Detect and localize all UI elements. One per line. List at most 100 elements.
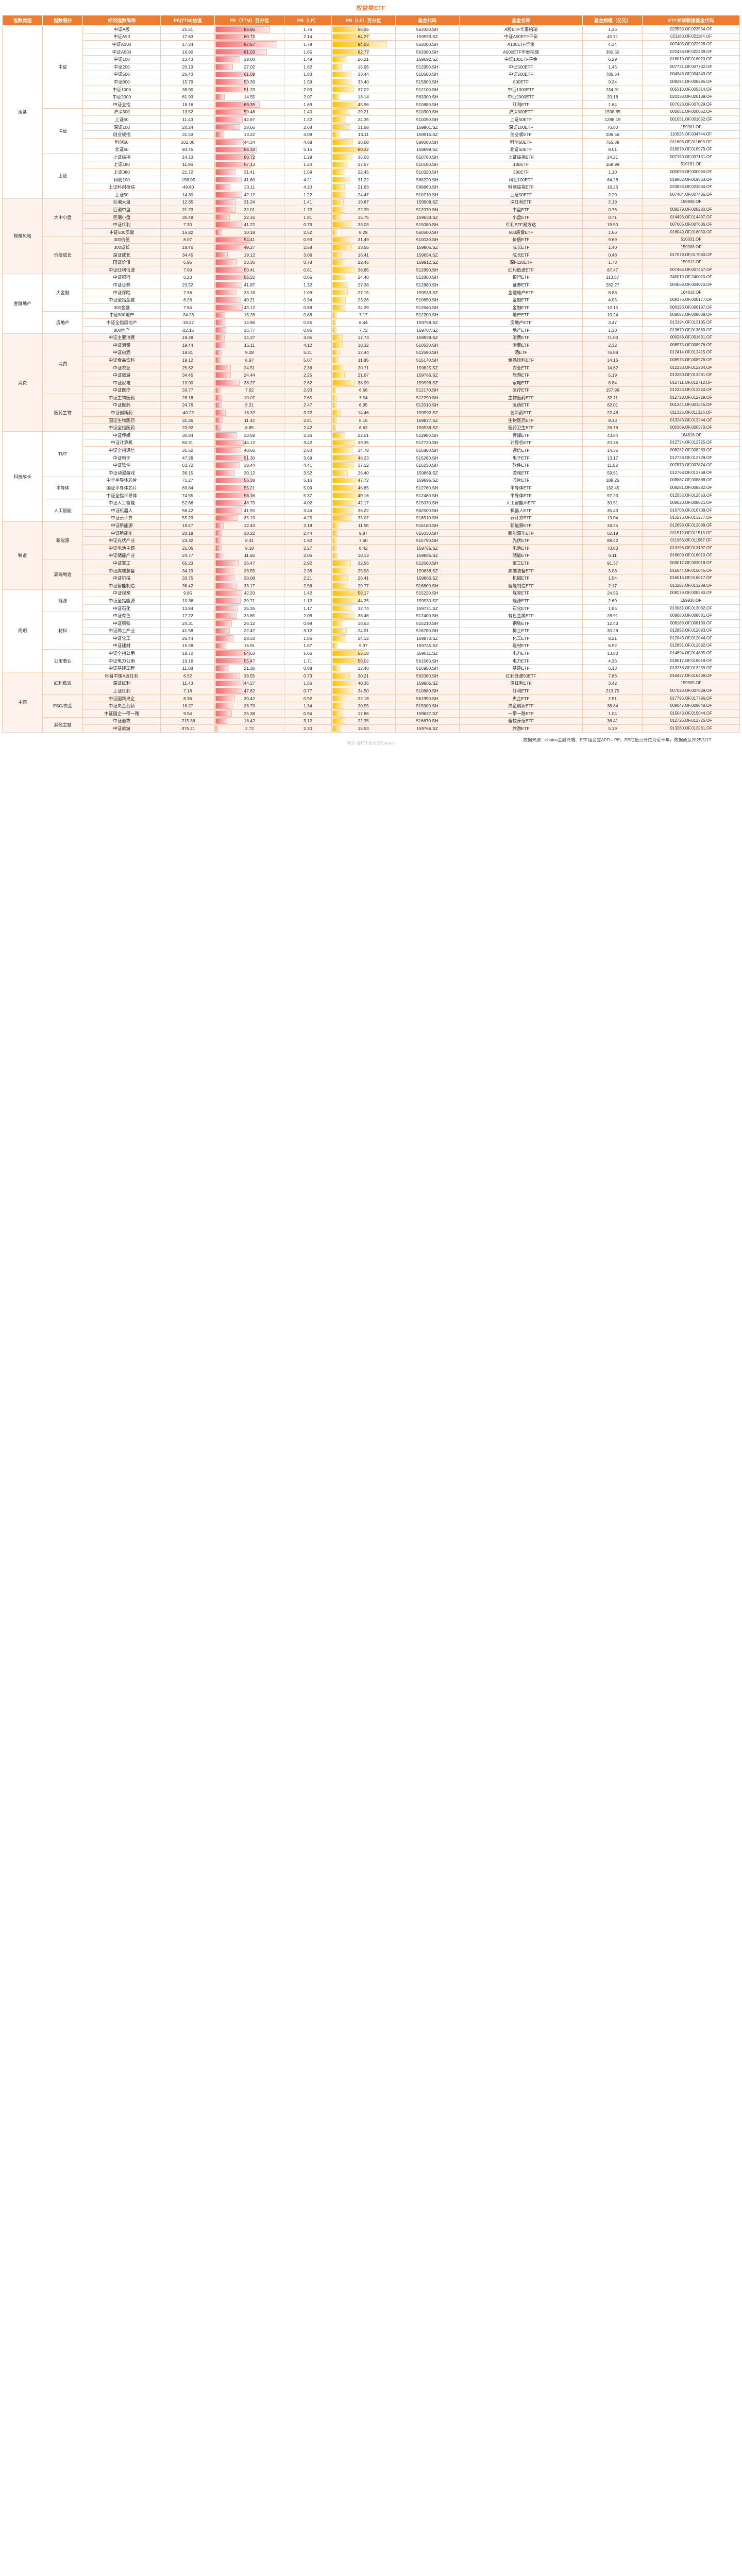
value-label: 55.21	[244, 485, 255, 491]
data-bar	[215, 522, 224, 529]
fund-name-cell: 建材ETF	[459, 641, 583, 650]
value-label: 24.12	[358, 635, 369, 641]
fund-scale-cell: 8.88	[582, 288, 643, 297]
pe-percentile-cell: 50.41	[214, 266, 285, 274]
table-row: 国证半导体芯片 69.84 55.21 5.09 46.85 512760.SH 半导体ET…	[3, 484, 740, 492]
table-row: 科创100 -156.05 41.60 4.21 31.22 588220.SH 科创100…	[3, 175, 740, 184]
value-label: 26.73	[244, 703, 255, 709]
fund-code-cell: 159992.SZ	[395, 409, 460, 417]
table-row: 中证光伏产业 23.32 8.41 1.92 7.60 515790.SH 光伏ETF 89.…	[3, 536, 740, 545]
pe-cell: 38.90	[160, 85, 215, 94]
pb-percentile-cell: 33.07	[331, 514, 396, 522]
value-label: 6.44	[359, 319, 368, 325]
column-header-type[interactable]: 指数类型	[2, 15, 43, 26]
fund-scale-cell: 3.42	[582, 679, 643, 688]
index-type-cell: 制造	[2, 521, 43, 590]
data-bar	[332, 387, 336, 394]
index-name-cell: 中证生物医药	[82, 394, 161, 402]
fund-name-cell: 电子ETF	[459, 453, 583, 462]
fund-name-cell: A股ETF华泰柏瑞	[459, 25, 583, 33]
data-bar	[215, 432, 237, 438]
pb-percentile-cell: 17.73	[331, 333, 396, 342]
fund-scale-cell: 59.51	[582, 469, 643, 477]
column-header-pb[interactable]: PB（LF）	[284, 15, 332, 26]
column-header-scale[interactable]: 基金规模（亿元）	[582, 15, 643, 26]
value-label: 10.07	[244, 395, 255, 400]
fund-scale-cell: 14.62	[582, 363, 643, 372]
column-header-index[interactable]: 标的指数简称	[82, 15, 161, 26]
table-row: 中证100 13.43 39.00 1.49 26.21 159692.SZ 中证100ET…	[3, 55, 740, 63]
value-label: 60.22	[358, 147, 369, 152]
fund-code-cell: 510030.SH	[395, 235, 460, 244]
index-name-cell: 中证畜牧	[82, 717, 161, 725]
column-header-pb_pct[interactable]: PB（LF）百分位	[331, 15, 396, 26]
column-header-sub[interactable]: 指数细分	[42, 15, 83, 26]
fund-code-cell: 515260.SH	[395, 453, 460, 462]
value-label: 54.41	[244, 237, 255, 243]
table-row: 中证电力公用 19.16 55.47 1.71 56.02 561560.SH 电力ETF 4…	[3, 656, 740, 665]
pb-cell: 0.65	[284, 273, 332, 282]
table-row: 其他主题 中证畜牧 -215.36 18.42 3.12 22.35 516670.SH 畜牧…	[3, 717, 740, 733]
fund-scale-cell: 14.16	[582, 356, 643, 364]
fund-code-cell: 159654.SZ	[395, 250, 460, 259]
value-label: 50.39	[244, 79, 255, 84]
pe-cell: 21.72	[160, 168, 215, 176]
data-bar	[215, 349, 222, 356]
column-header-pe_pct[interactable]: PE（TTM）百分位	[214, 15, 285, 26]
table-row: 中证钢铁 24.31 26.12 0.98 18.63 515210.SH 钢铁ETF 12.…	[3, 619, 740, 628]
index-name-cell: 深证红利	[82, 679, 161, 688]
data-bar	[332, 267, 355, 273]
value-label: 42.67	[244, 116, 255, 122]
fund-name-cell: A500ETF华泰柏瑞	[459, 47, 583, 56]
pb-percentile-cell: 38.85	[331, 266, 396, 274]
index-name-cell: 中证煤炭	[82, 589, 161, 598]
fund-scale-cell: 12.43	[582, 619, 643, 628]
fund-name-cell: 上证综指ETF	[459, 153, 583, 161]
pe-cell: 47.28	[160, 453, 215, 462]
pb-cell: 1.42	[284, 589, 332, 598]
fund-scale-cell: 62.19	[582, 529, 643, 537]
linked-fund-code-cell: 007150.OF,007151.OF	[642, 153, 740, 161]
pe-percentile-cell: 33.17	[214, 581, 285, 590]
fund-scale-cell: 1.04	[582, 709, 643, 718]
fund-code-cell: 512100.SH	[395, 85, 460, 94]
pb-percentile-cell: 15.75	[331, 213, 396, 222]
data-bar	[215, 477, 251, 484]
pb-cell: 4.05	[284, 333, 332, 342]
table-row: 中证计算机 60.31 44.12 3.42 39.35 512720.SH 计算机ETF 2…	[3, 438, 740, 447]
data-bar	[332, 507, 353, 514]
value-label: 56.02	[358, 658, 369, 664]
column-header-fund_code[interactable]: 基金代码	[395, 15, 460, 26]
table-row: 中证500 26.43 61.09 1.83 33.44 510500.SH 中证500ET…	[3, 70, 740, 79]
index-name-cell: 中证500质量	[82, 228, 161, 236]
data-bar	[215, 222, 242, 228]
table-body: 宽基 中证 中证A股 21.61 85.65 1.76 56.35 563330.SH A股ET…	[2, 25, 740, 733]
fund-code-cell: 512010.SH	[395, 401, 460, 410]
pe-cell: 6.52	[160, 672, 215, 680]
table-row: 房地产 中证800地产 -24.26 15.28 0.88 7.17 512200.SH 地产…	[3, 311, 740, 334]
value-label: 31.24	[244, 199, 255, 205]
value-label: 47.72	[358, 478, 369, 483]
linked-fund-code-cell: 013287.OF,013288.OF	[642, 581, 740, 590]
pe-percentile-cell: 54.63	[214, 649, 285, 657]
pb-percentile-cell: 27.15	[331, 288, 396, 297]
linked-fund-code-cell: 007466.OF,007467.OF	[642, 266, 740, 274]
value-label: 48.73	[244, 500, 255, 506]
column-header-fund_name[interactable]: 基金名称	[459, 15, 583, 26]
index-name-cell: 上证红利	[82, 687, 161, 695]
column-header-linked[interactable]: ETF关联联接基金代码	[642, 15, 740, 26]
pe-cell: 65.23	[160, 559, 215, 567]
value-label: 8.16	[359, 417, 368, 423]
index-name-cell: 中证100	[82, 55, 161, 63]
pe-percentile-cell: 22.47	[214, 626, 285, 635]
fund-name-cell: 中盘ETF	[459, 206, 583, 214]
value-label: 15.11	[244, 342, 255, 348]
column-header-pe[interactable]: PE(TTM)估值	[160, 15, 215, 26]
linked-fund-code-cell: 000051.OF,000052.OF	[642, 108, 740, 116]
pb-cell: 1.92	[284, 536, 332, 545]
pe-percentile-cell: 58.16	[214, 491, 285, 500]
data-bar	[215, 642, 227, 649]
index-sub-cell: 大金融	[42, 273, 83, 312]
value-label: 31.41	[244, 170, 255, 175]
table-row: 深证100 20.24 38.66 2.68 31.58 159901.SZ 深证100ET…	[3, 123, 740, 131]
